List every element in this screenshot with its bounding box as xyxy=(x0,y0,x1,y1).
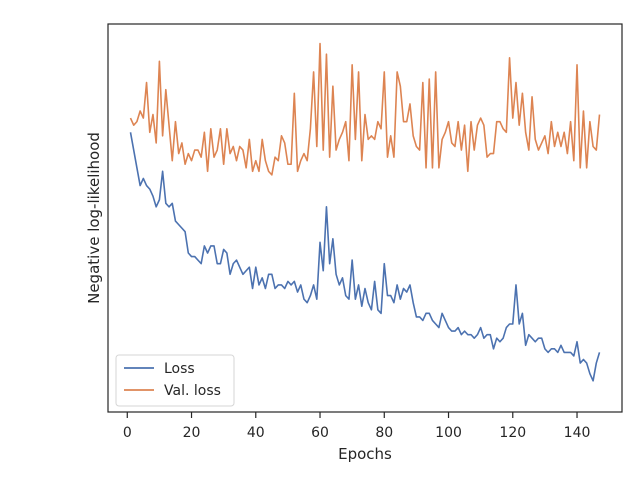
y-axis-label: Negative log-likelihood xyxy=(85,132,103,304)
series-line-loss xyxy=(129,132,601,382)
x-tick-label: 20 xyxy=(183,425,201,441)
x-axis-label: Epochs xyxy=(338,445,392,463)
plot-lines xyxy=(129,42,601,382)
x-tick-label: 40 xyxy=(247,425,265,441)
x-tick-label: 140 xyxy=(564,425,591,441)
legend-label: Val. loss xyxy=(164,383,221,399)
x-tick-label: 60 xyxy=(311,425,329,441)
legend: Loss Val. loss xyxy=(115,354,235,407)
x-tick-label: 80 xyxy=(375,425,393,441)
legend-label: Loss xyxy=(164,361,195,377)
x-axis: 0 20 40 60 80 100 120 140 xyxy=(123,412,591,441)
x-tick-label: 100 xyxy=(435,425,462,441)
x-tick-label: 0 xyxy=(123,425,132,441)
series-line-val-loss xyxy=(129,42,601,176)
x-tick-label: 120 xyxy=(499,425,526,441)
plot-frame xyxy=(107,23,623,413)
